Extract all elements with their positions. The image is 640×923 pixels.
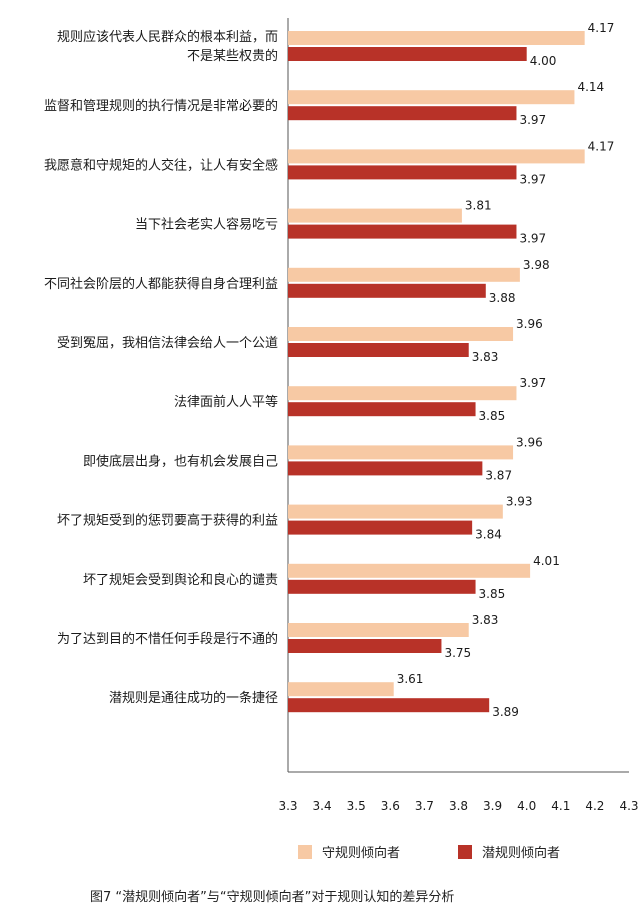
category-label: 为了达到目的不惜任何手段是行不通的: [57, 631, 278, 647]
data-label-series-1: 3.98: [523, 258, 550, 272]
data-label-series-1: 3.96: [516, 317, 543, 331]
legend-label-series-2: 潜规则倾向者: [482, 846, 561, 861]
category-label: 法律面前人人平等: [174, 394, 278, 410]
category-label: 潜规则是通往成功的一条捷径: [109, 690, 278, 706]
data-label-series-1: 3.81: [465, 199, 492, 213]
bar-series-1: [288, 90, 575, 105]
data-label-series-1: 3.97: [519, 376, 546, 390]
x-tick-label: 3.4: [313, 799, 332, 813]
category-label: 坏了规矩受到的惩罚要高于获得的利益: [57, 513, 278, 529]
bar-series-2: [288, 520, 473, 535]
bar-series-1: [288, 208, 462, 223]
legend: 守规则倾向者 潜规则倾向者: [0, 842, 640, 866]
data-label-series-1: 4.17: [588, 139, 615, 153]
category-label: 不是某些权贵的: [187, 48, 278, 64]
data-label-series-2: 3.75: [444, 646, 471, 660]
bar-series-1: [288, 149, 585, 164]
bar-chart: 3.3 3.4 3.5 3.6 3.7 3.8 3.9 4.0 4.1 4.2 4.3 4.17 4.0…: [44, 18, 639, 813]
data-label-series-2: 3.84: [475, 528, 502, 542]
bar-series-1: [288, 504, 503, 519]
category-label: 受到冤屈，我相信法律会给人一个公道: [57, 336, 278, 351]
legend-label-series-1: 守规则倾向者: [322, 846, 401, 861]
x-tick-label: 3.9: [483, 799, 502, 813]
bar-series-1: [288, 682, 394, 697]
data-label-series-2: 3.83: [472, 350, 499, 364]
bar-series-2: [288, 224, 517, 239]
category-label: 监督和管理规则的执行情况是非常必要的: [44, 98, 278, 114]
bar-series-1: [288, 445, 514, 460]
bar-series-2: [288, 343, 469, 357]
bar-series-2: [288, 698, 490, 713]
data-label-series-1: 3.93: [506, 495, 533, 509]
data-label-series-1: 3.96: [516, 435, 543, 449]
data-label-series-1: 4.14: [577, 80, 604, 94]
bar-series-1: [288, 31, 585, 45]
x-tick-label: 4.3: [619, 799, 638, 813]
x-tick-label: 4.1: [551, 799, 570, 813]
legend-swatch-series-2: [458, 844, 472, 859]
data-label-series-2: 4.00: [530, 54, 557, 68]
x-tick-label: 4.0: [517, 799, 536, 813]
figure-caption: 图7 “潜规则倾向者”与“守规则倾向者”对于规则认知的差异分析: [90, 890, 455, 905]
bar-series-1: [288, 563, 531, 578]
category-label: 坏了规矩会受到舆论和良心的谴责: [83, 572, 278, 588]
x-tick-label: 3.8: [449, 799, 468, 813]
bar-series-2: [288, 283, 486, 298]
data-label-series-1: 4.17: [588, 21, 615, 35]
bar-series-1: [288, 267, 520, 282]
data-label-series-2: 3.85: [479, 587, 506, 601]
category-label: 不同社会阶层的人都能获得自身合理利益: [44, 276, 278, 292]
data-label-series-2: 3.87: [485, 468, 512, 482]
bar-series-2: [288, 639, 442, 653]
bar-series-1: [288, 386, 517, 401]
bar-series-2: [288, 461, 483, 476]
bar-series-2: [288, 579, 476, 594]
category-label: 即使底层出身，也有机会发展自己: [83, 453, 278, 469]
data-label-series-2: 3.97: [519, 172, 546, 186]
bar-series-2: [288, 106, 517, 121]
data-label-series-2: 3.97: [519, 113, 546, 127]
data-label-series-2: 3.85: [479, 409, 506, 423]
category-label: 规则应该代表人民群众的根本利益，而: [57, 29, 278, 45]
legend-item-series-2: 潜规则倾向者: [458, 842, 560, 861]
bar-series-1: [288, 327, 514, 341]
data-label-series-2: 3.89: [492, 705, 519, 719]
data-label-series-1: 3.61: [397, 672, 424, 686]
data-label-series-1: 3.83: [472, 613, 499, 627]
bar-series-1: [288, 623, 469, 637]
legend-swatch-series-1: [298, 844, 312, 859]
category-label: 当下社会老实人容易吃亏: [135, 217, 278, 233]
x-tick-label: 3.7: [415, 799, 434, 813]
data-label-series-2: 3.88: [489, 291, 516, 305]
x-tick-label: 3.5: [347, 799, 366, 813]
legend-item-series-1: 守规则倾向者: [298, 842, 400, 861]
x-tick-label: 3.6: [381, 799, 400, 813]
bar-series-2: [288, 402, 476, 417]
x-tick-label: 3.3: [278, 799, 297, 813]
bar-series-2: [288, 47, 527, 61]
data-label-series-2: 3.97: [519, 232, 546, 246]
x-tick-label: 4.2: [585, 799, 604, 813]
bar-series-2: [288, 165, 517, 180]
data-label-series-1: 4.01: [533, 554, 560, 568]
category-label: 我愿意和守规矩的人交往，让人有安全感: [44, 157, 278, 173]
